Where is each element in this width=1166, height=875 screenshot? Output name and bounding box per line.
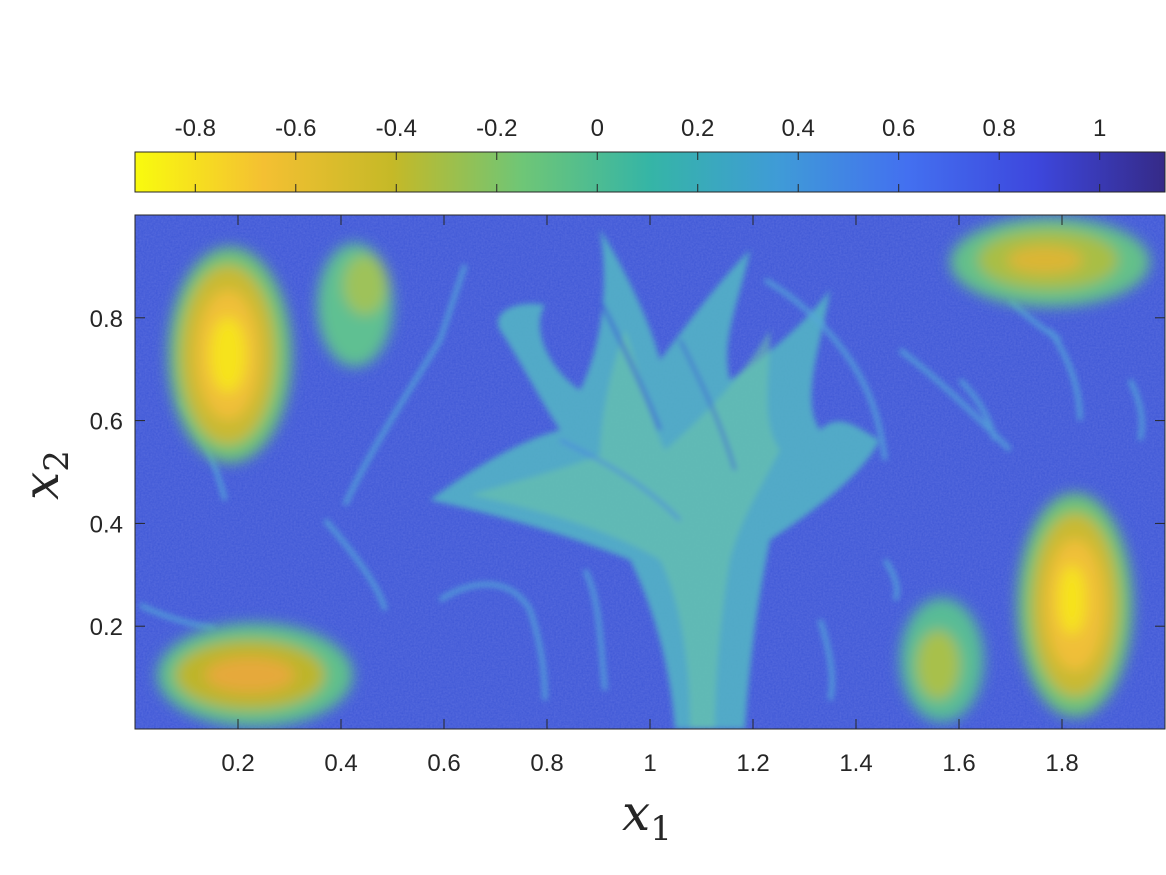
colorbar-ticks: -0.8 -0.6 -0.4 -0.2 0 0.2 0.4 0.6 0.8 1: [175, 115, 1106, 192]
x-tick-label: 0.6: [427, 750, 460, 777]
colorbar-bar: [134, 151, 1166, 193]
colorbar-tick-label: 0.8: [983, 115, 1016, 142]
colorbar-tick-label: -0.6: [275, 115, 316, 142]
x-tick-label: 0.8: [530, 750, 563, 777]
colorbar-tick-label: 0.2: [681, 115, 714, 142]
colorbar: -0.8 -0.6 -0.4 -0.2 0 0.2 0.4 0.6 0.8 1: [134, 115, 1166, 193]
central-filament: [430, 230, 880, 729]
y-axis-label: x2: [12, 450, 77, 500]
colorbar-tick-label: -0.2: [476, 115, 517, 142]
x-tick-label: 0.4: [324, 750, 357, 777]
y-tick-label: 0.8: [90, 306, 123, 333]
y-axis-label-sub: 2: [37, 450, 77, 472]
x-tick-label: 1: [643, 750, 656, 777]
x-axis: 0.2 0.4 0.6 0.8 1 1.2 1.4 1.6 1.8: [221, 215, 1079, 777]
colorbar-tick-label: 0.6: [882, 115, 915, 142]
vortex-bottom-left: [157, 623, 353, 727]
y-tick-label: 0.2: [90, 614, 123, 641]
x-tick-label: 1.2: [736, 750, 769, 777]
vortex-small-right: [900, 598, 984, 722]
vortex-top-right: [950, 217, 1150, 307]
x-axis-label-main: x: [622, 784, 650, 842]
x-axis-label-sub: 1: [650, 809, 672, 849]
vortex-bottom-right: [1017, 493, 1133, 717]
x-axis-label: x1: [622, 784, 672, 849]
colorbar-tick-label: 1: [1093, 115, 1106, 142]
y-tick-label: 0.4: [90, 511, 123, 538]
y-tick-label: 0.6: [90, 409, 123, 436]
colorbar-tick-label: -0.4: [376, 115, 417, 142]
x-tick-label: 1.4: [839, 750, 872, 777]
colorbar-tick-label: -0.8: [175, 115, 216, 142]
x-tick-label: 0.2: [221, 750, 254, 777]
vortex-small-left: [317, 243, 393, 367]
heatmap-area: [135, 215, 1165, 729]
y-axis-label-main: x: [12, 472, 70, 500]
x-tick-label: 1.8: [1045, 750, 1078, 777]
y-axis: 0.2 0.4 0.6 0.8: [90, 306, 1165, 641]
x-tick-label: 1.6: [942, 750, 975, 777]
colorbar-tick-label: 0.4: [782, 115, 815, 142]
vortex-top-left: [168, 247, 292, 463]
colorbar-tick-label: 0: [591, 115, 604, 142]
